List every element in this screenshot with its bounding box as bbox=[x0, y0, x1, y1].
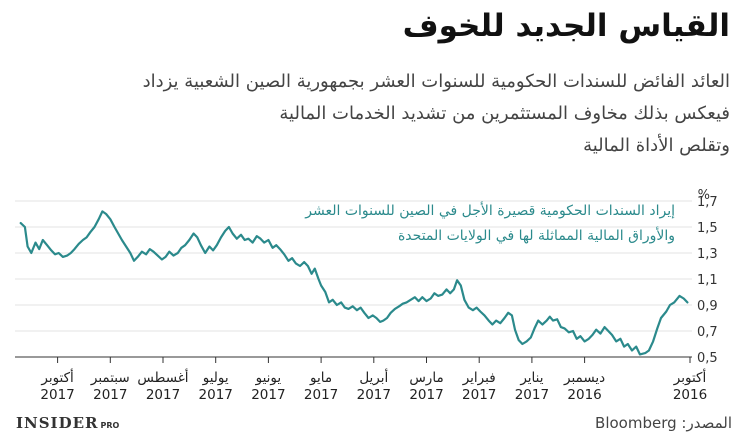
y-tick-label: 1,7 bbox=[697, 195, 718, 210]
x-tick-year: 2017 bbox=[462, 387, 496, 403]
x-tick-year: 2017 bbox=[304, 387, 338, 403]
brand-name: INSIDER bbox=[16, 414, 99, 432]
x-tick-year: 2016 bbox=[673, 387, 707, 403]
x-tick-month: فبراير bbox=[462, 370, 496, 386]
x-tick-month: أكتوبر bbox=[673, 368, 706, 386]
y-axis-unit: % bbox=[698, 188, 710, 203]
x-tick-month: سبتمبر bbox=[90, 370, 130, 386]
insider-pro-logo: INSIDER PRO bbox=[16, 414, 119, 432]
series-line bbox=[19, 210, 689, 356]
x-tick-month: ديسمبر bbox=[563, 370, 605, 386]
x-tick-year: 2017 bbox=[40, 387, 74, 403]
x-tick-month: أغسطس bbox=[137, 368, 188, 386]
x-tick-month: مايو bbox=[309, 370, 332, 386]
x-tick-year: 2016 bbox=[567, 387, 601, 403]
x-tick-year: 2017 bbox=[515, 387, 549, 403]
chart-title: القياس الجديد للخوف bbox=[402, 8, 730, 44]
x-tick-year: 2017 bbox=[251, 387, 285, 403]
subtitle-line: فيعكس بذلك مخاوف المستثمرين من تشديد الخ… bbox=[279, 103, 730, 124]
x-tick-month: مارس bbox=[409, 370, 443, 386]
subtitle-line: العائد الفائض للسندات الحكومية للسنوات ا… bbox=[142, 71, 730, 92]
x-tick-year: 2017 bbox=[199, 387, 233, 403]
y-tick-label: 1,1 bbox=[697, 273, 718, 288]
x-tick-month: يناير bbox=[519, 370, 543, 386]
legend-label: إيراد السندات الحكومية قصيرة الأجل في ال… bbox=[304, 201, 675, 219]
source-note: المصدر: Bloomberg bbox=[595, 414, 732, 432]
x-tick-month: يوليو bbox=[202, 370, 229, 386]
chart-subtitle: العائد الفائض للسندات الحكومية للسنوات ا… bbox=[30, 66, 730, 162]
y-tick-label: 1,5 bbox=[697, 221, 718, 236]
legend-label: والأوراق المالية المماثلة لها في الولايا… bbox=[398, 226, 675, 244]
y-tick-label: 0,7 bbox=[697, 325, 718, 340]
subtitle-line: وتقلص الأداة المالية bbox=[583, 135, 730, 156]
brand-suffix: PRO bbox=[100, 421, 120, 430]
x-tick-year: 2017 bbox=[357, 387, 391, 403]
x-tick-year: 2017 bbox=[409, 387, 443, 403]
x-tick-year: 2017 bbox=[93, 387, 127, 403]
x-tick-month: أكتوبر bbox=[40, 368, 73, 386]
x-tick-year: 2017 bbox=[146, 387, 180, 403]
y-tick-label: 1,3 bbox=[697, 247, 718, 262]
x-tick-month: أبريل bbox=[359, 368, 388, 386]
x-tick-month: يونيو bbox=[255, 370, 282, 386]
y-tick-label: 0,5 bbox=[697, 351, 718, 366]
y-tick-label: 0,9 bbox=[697, 299, 718, 314]
